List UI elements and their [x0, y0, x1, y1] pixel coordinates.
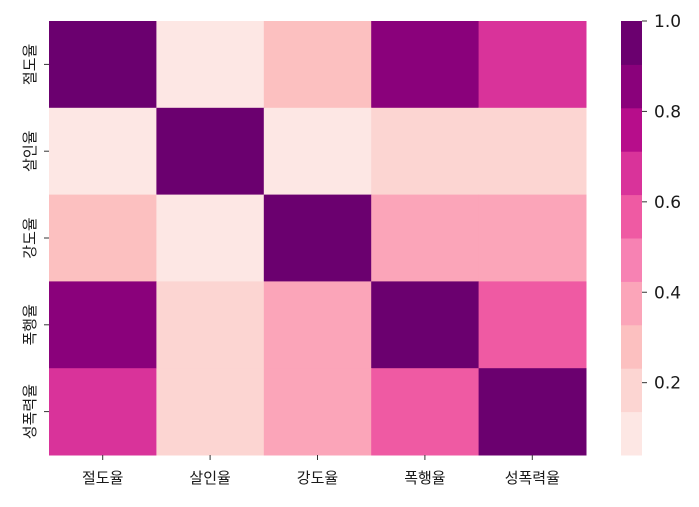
colorbar: 0.2 0.4 0.6 0.8 1.0: [621, 12, 681, 456]
heatmap-cell-1-0: [49, 107, 157, 196]
heatmap-cells: [49, 21, 587, 456]
colorbar-tick-label: 1.0: [654, 12, 681, 32]
heatmap-cell-4-0: [49, 368, 157, 456]
x-tick-label: 살인율: [189, 469, 230, 487]
heatmap-cell-4-2: [263, 368, 372, 456]
heatmap-cell-3-2: [263, 281, 372, 369]
y-tick-label: 강도율: [21, 217, 39, 258]
colorbar-segment: [621, 151, 642, 196]
colorbar-tick-label: 0.6: [654, 193, 681, 213]
colorbar-segment: [621, 324, 642, 369]
colorbar-segment: [621, 368, 642, 413]
x-tick-label: 강도율: [297, 469, 338, 487]
colorbar-segment: [621, 238, 642, 282]
heatmap-cell-1-2: [263, 107, 372, 196]
heatmap-cell-0-2: [263, 21, 372, 109]
heatmap-cell-3-0: [49, 281, 157, 369]
heatmap-cell-1-4: [478, 107, 587, 196]
heatmap-cell-1-3: [371, 107, 480, 196]
heatmap-cell-0-0: [49, 21, 157, 109]
y-tick-label: 절도율: [21, 44, 39, 85]
colorbar-segment: [621, 281, 642, 326]
x-axis-ticks: 절도율 살인율 강도율 폭행율 성폭력율: [82, 455, 560, 487]
colorbar-segment: [621, 21, 642, 65]
heatmap-cell-4-3: [371, 368, 480, 456]
colorbar-segment: [621, 411, 642, 456]
heatmap-cell-0-4: [478, 21, 587, 109]
x-tick-label: 성폭력율: [505, 469, 560, 487]
heatmap-cell-2-3: [371, 194, 480, 282]
y-tick-label: 성폭력율: [21, 384, 39, 439]
heatmap-cell-1-1: [156, 107, 265, 196]
heatmap-cell-2-4: [478, 194, 587, 282]
colorbar-segment: [621, 64, 642, 109]
heatmap-cell-2-0: [49, 194, 157, 282]
y-tick-label: 살인율: [21, 130, 39, 171]
colorbar-tick-label: 0.4: [654, 283, 681, 303]
colorbar-segment: [621, 194, 642, 239]
heatmap-cell-0-3: [371, 21, 480, 109]
x-tick-label: 폭행율: [404, 469, 445, 487]
y-tick-label: 폭행율: [21, 304, 39, 345]
heatmap-cell-3-4: [478, 281, 587, 369]
heatmap-cell-3-1: [156, 281, 265, 369]
colorbar-tick-label: 0.8: [654, 102, 681, 122]
heatmap-cell-0-1: [156, 21, 265, 109]
colorbar-segment: [621, 107, 642, 152]
x-tick-label: 절도율: [82, 469, 123, 487]
heatmap-cell-3-3: [371, 281, 480, 369]
heatmap-cell-2-1: [156, 194, 265, 282]
heatmap-cell-4-1: [156, 368, 265, 456]
heatmap-cell-2-2: [263, 194, 372, 282]
heatmap-cell-4-4: [478, 368, 587, 456]
colorbar-tick-label: 0.2: [654, 374, 681, 394]
